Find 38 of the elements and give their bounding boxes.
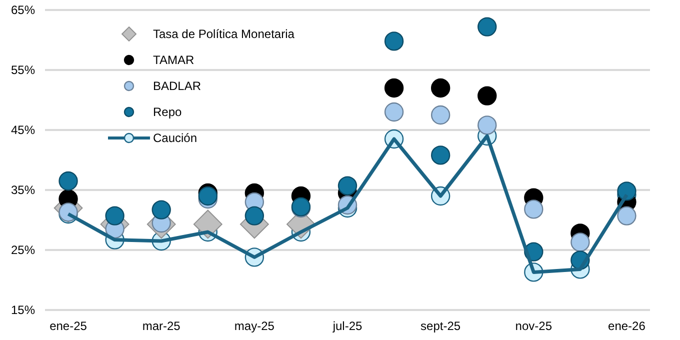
x-tick-label: may-25	[234, 319, 275, 333]
point	[617, 206, 636, 226]
legend-label: Caución	[153, 131, 198, 146]
point	[430, 78, 450, 98]
point	[152, 200, 171, 220]
legend-label: BADLAR	[153, 79, 202, 94]
point	[478, 17, 497, 36]
y-tick-label: 65%	[10, 3, 36, 18]
point	[478, 86, 497, 106]
x-tick-label: ene-26	[608, 319, 646, 333]
legend-label: Repo	[153, 105, 182, 120]
point	[478, 116, 497, 135]
point	[244, 206, 264, 226]
y-tick-label: 25%	[10, 243, 36, 258]
point	[198, 186, 218, 206]
point	[384, 32, 404, 51]
point	[617, 182, 636, 201]
y-tick-label: 35%	[10, 183, 36, 198]
point	[524, 200, 544, 219]
point	[338, 176, 358, 196]
point	[105, 206, 124, 226]
y-tick-label: 55%	[10, 63, 36, 78]
point	[570, 232, 590, 252]
point	[58, 171, 78, 191]
point	[430, 105, 450, 125]
x-tick-label: ene-25	[50, 319, 88, 333]
point	[384, 78, 404, 98]
point	[430, 146, 450, 165]
legend-label: TAMAR	[153, 53, 194, 68]
point	[384, 102, 404, 122]
x-tick-label: jul-25	[332, 319, 362, 333]
x-tick-label: nov-25	[515, 319, 552, 333]
y-tick-label: 45%	[10, 123, 36, 138]
x-tick-label: sept-25	[420, 319, 461, 333]
point	[193, 210, 222, 239]
y-tick-label: 15%	[10, 303, 36, 318]
legend-label: Tasa de Política Monetaria	[153, 27, 295, 42]
x-tick-label: mar-25	[142, 319, 181, 333]
